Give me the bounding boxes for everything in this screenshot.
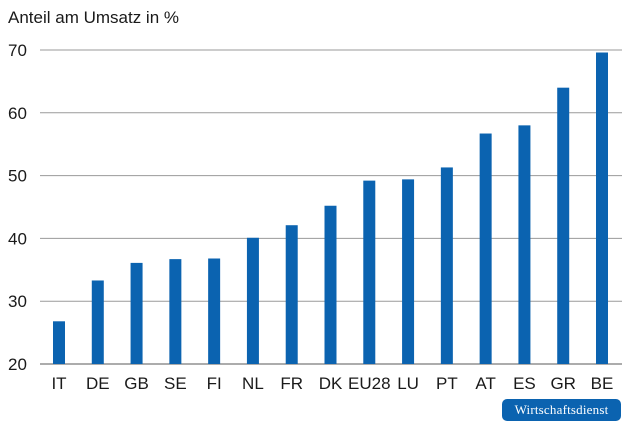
bar-es (518, 125, 531, 364)
x-tick-label-gr: GR (550, 374, 576, 393)
x-tick-label-dk: DK (319, 374, 343, 393)
y-axis-tick-labels: 20 30 40 50 60 70 (8, 41, 27, 374)
x-axis-tick-labels: IT DE GB SE FI NL FR DK EU28 LU PT AT ES GR BE (51, 374, 613, 393)
x-tick-label-lu: LU (397, 374, 419, 393)
bar-dk (324, 205, 337, 364)
bar-be (596, 52, 608, 365)
y-tick-label-40: 40 (8, 229, 27, 248)
bar-se (169, 259, 182, 364)
x-tick-label-at: AT (475, 374, 495, 393)
y-tick-label-50: 50 (8, 167, 27, 186)
x-tick-label-eu28: EU28 (348, 374, 391, 393)
y-tick-label-30: 30 (8, 292, 27, 311)
bar-fr (285, 225, 298, 364)
bar-de (91, 280, 104, 364)
x-tick-label-fr: FR (280, 374, 303, 393)
bar-gr (557, 87, 570, 365)
x-tick-label-de: DE (86, 374, 110, 393)
x-tick-label-be: BE (591, 374, 614, 393)
x-tick-label-pt: PT (436, 374, 458, 393)
y-tick-label-70: 70 (8, 41, 27, 60)
bar-eu28 (363, 180, 376, 364)
bars (53, 52, 608, 365)
x-tick-label-fi: FI (207, 374, 222, 393)
bar-fi (208, 258, 221, 364)
bar-pt (440, 167, 453, 364)
bar-nl (246, 237, 259, 364)
x-tick-label-se: SE (164, 374, 187, 393)
x-tick-label-gb: GB (124, 374, 149, 393)
x-tick-label-it: IT (51, 374, 66, 393)
x-tick-label-es: ES (513, 374, 536, 393)
wirtschaftsdienst-logo: Wirtschaftsdienst (502, 399, 621, 421)
bar-at (479, 133, 492, 364)
y-tick-label-60: 60 (8, 104, 27, 123)
y-tick-label-20: 20 (8, 355, 27, 374)
x-tick-label-nl: NL (242, 374, 264, 393)
bar-it (53, 321, 65, 364)
y-axis-title: Anteil am Umsatz in % (8, 8, 179, 27)
bar-gb (130, 262, 143, 364)
bar-lu (402, 179, 415, 364)
